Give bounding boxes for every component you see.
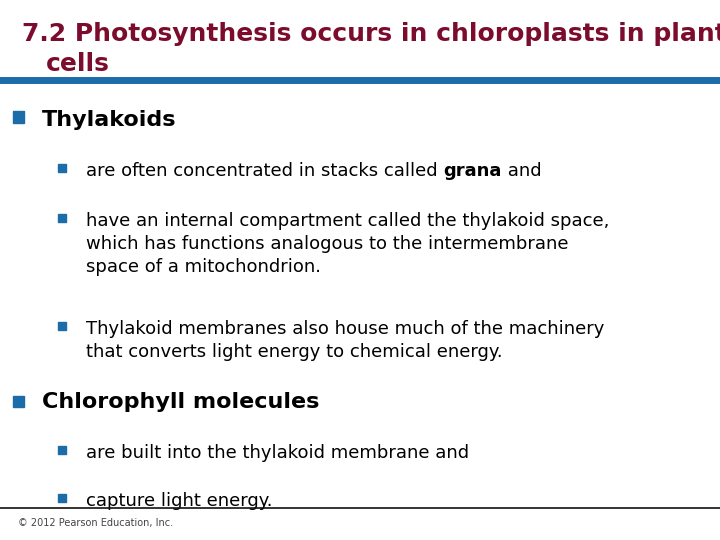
Text: Thylakoids: Thylakoids — [42, 110, 176, 130]
Bar — [58, 164, 66, 172]
Text: cells: cells — [46, 52, 110, 76]
Bar — [58, 214, 66, 222]
Bar — [12, 111, 24, 123]
Text: capture light energy.: capture light energy. — [86, 492, 272, 510]
Text: are often concentrated in stacks called: are often concentrated in stacks called — [86, 162, 444, 180]
Bar — [58, 446, 66, 454]
Bar — [58, 494, 66, 502]
Text: grana: grana — [444, 162, 502, 180]
Text: have an internal compartment called the thylakoid space,
which has functions ana: have an internal compartment called the … — [86, 212, 609, 276]
Text: © 2012 Pearson Education, Inc.: © 2012 Pearson Education, Inc. — [18, 518, 173, 528]
Text: Thylakoid membranes also house much of the machinery
that converts light energy : Thylakoid membranes also house much of t… — [86, 320, 604, 361]
Text: are built into the thylakoid membrane and: are built into the thylakoid membrane an… — [86, 444, 469, 462]
Text: 7.2 Photosynthesis occurs in chloroplasts in plant: 7.2 Photosynthesis occurs in chloroplast… — [22, 22, 720, 46]
Text: Chlorophyll molecules: Chlorophyll molecules — [42, 392, 320, 412]
Text: and: and — [502, 162, 541, 180]
Bar — [12, 395, 24, 407]
Bar — [58, 322, 66, 330]
